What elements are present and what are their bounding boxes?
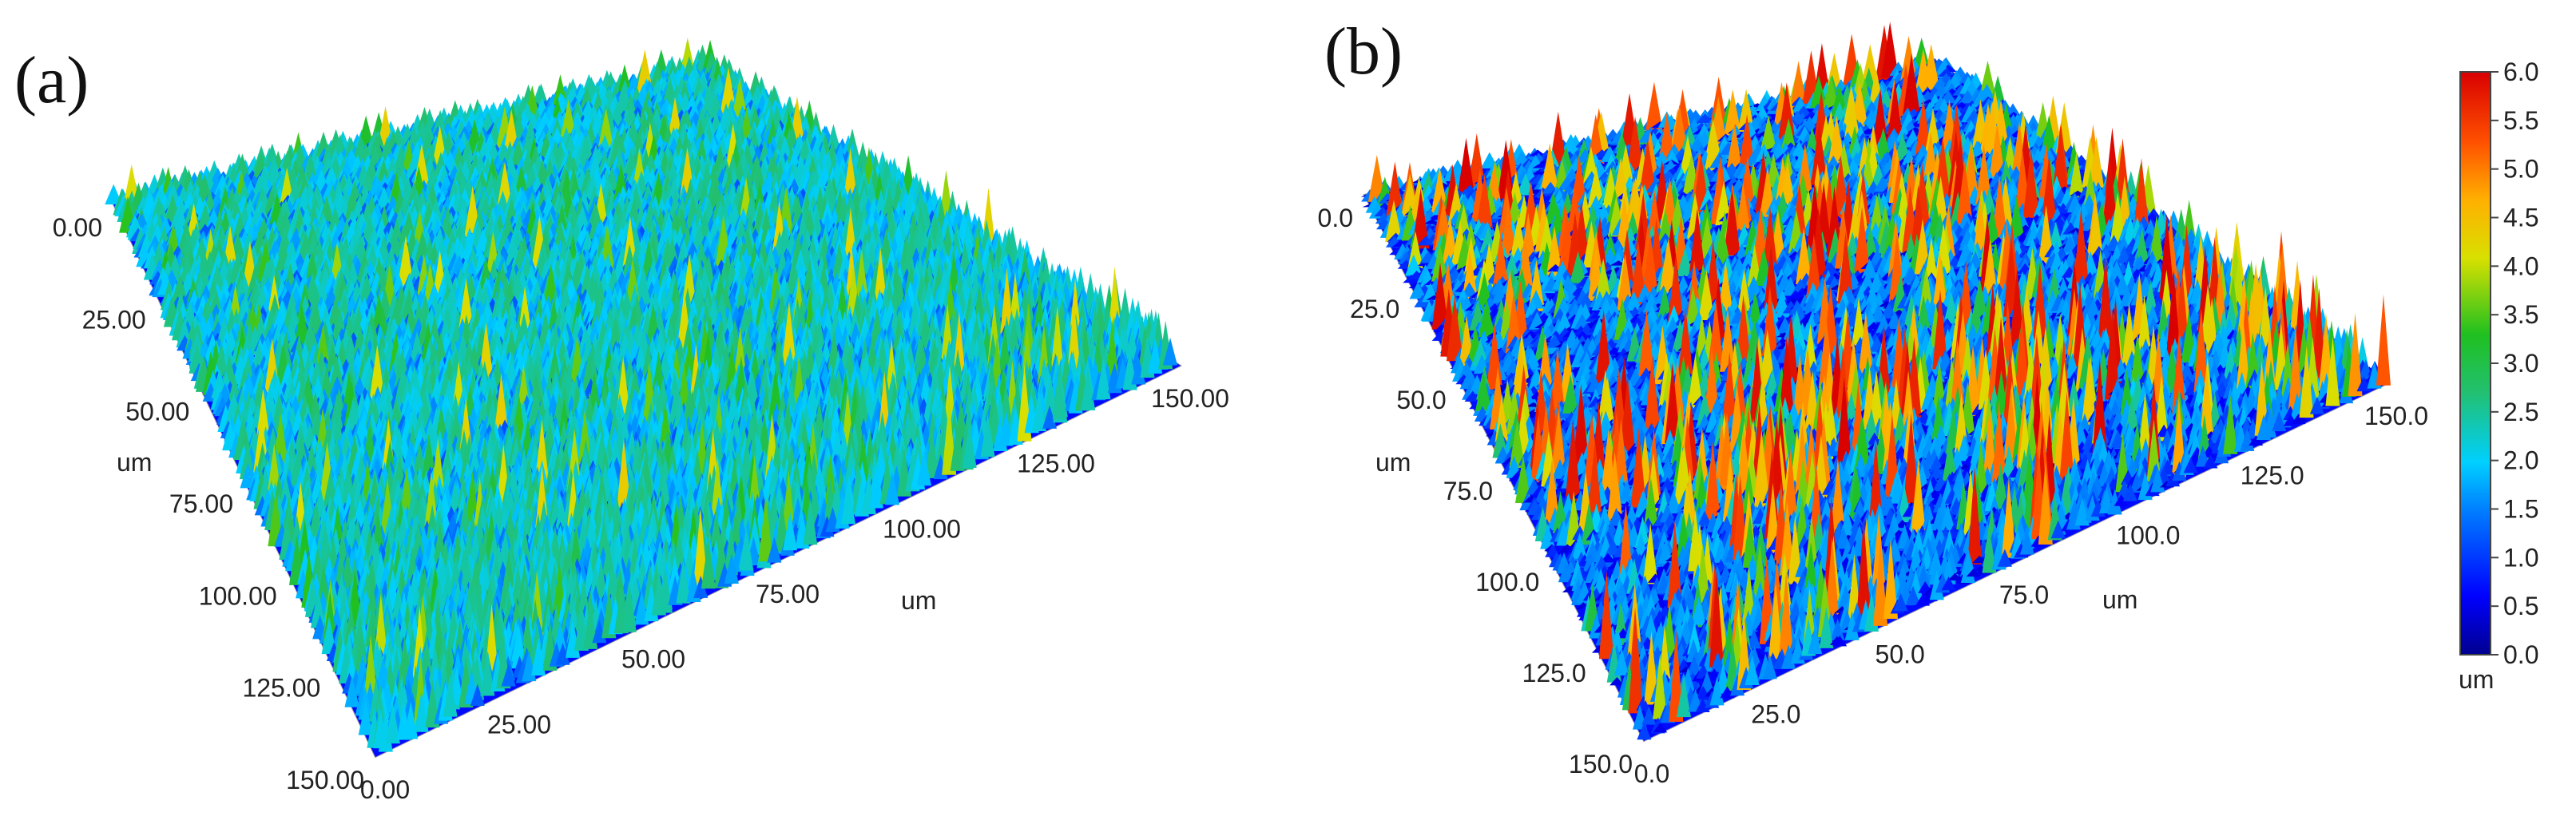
panel-label-a: (a)	[14, 43, 89, 117]
surface-a	[105, 38, 1181, 757]
panel-a: (a) 0.0025.0050.0075.00100.00125.00150.0…	[14, 38, 1229, 804]
surface-peak	[105, 184, 123, 205]
